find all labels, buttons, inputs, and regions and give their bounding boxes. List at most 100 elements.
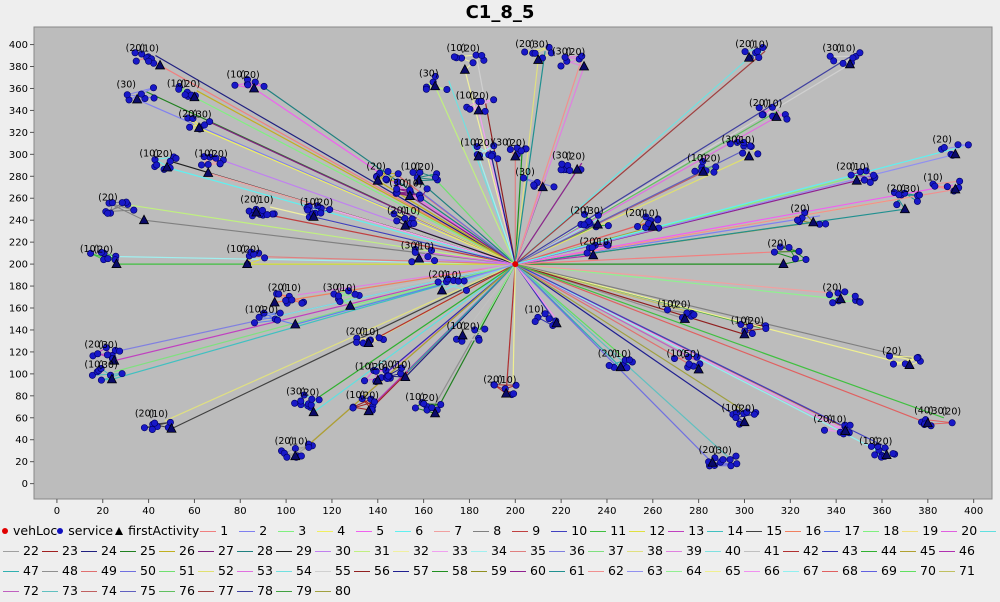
service-point	[860, 176, 868, 184]
service-point	[118, 199, 126, 207]
service-point	[288, 296, 296, 304]
service-point	[250, 250, 258, 258]
service-point	[393, 185, 401, 193]
service-demand-label: (10)	[346, 390, 366, 401]
legend-item-route: 60	[509, 560, 548, 582]
service-demand-label: (30)	[389, 178, 409, 189]
service-demand-label: (10)	[749, 39, 769, 50]
service-point	[166, 418, 174, 426]
first-activity-marker	[588, 249, 599, 260]
service-point	[913, 197, 921, 205]
service-point	[123, 91, 131, 99]
route-line	[407, 263, 516, 373]
line-icon	[743, 565, 761, 577]
service-point	[663, 306, 671, 314]
service-point	[444, 275, 452, 283]
service-point	[473, 143, 481, 151]
route-line	[515, 263, 945, 419]
legend-item-route: 78	[236, 580, 275, 602]
line-icon	[119, 565, 137, 577]
route-line	[295, 263, 516, 326]
service-point	[943, 183, 951, 191]
line-icon	[665, 545, 683, 557]
legend-label: 65	[725, 563, 741, 578]
route-line	[329, 208, 516, 265]
service-point	[305, 443, 313, 451]
legend-item-route: 57	[392, 560, 431, 582]
first-activity-marker	[241, 258, 253, 268]
service-point	[231, 81, 239, 89]
service-demand-label: (10)	[355, 361, 375, 372]
service-demand-label: (20)	[822, 282, 842, 293]
first-activity-marker	[707, 456, 718, 467]
route-line	[514, 57, 750, 265]
service-demand-label: (20)	[428, 269, 448, 280]
line-icon	[901, 525, 919, 537]
service-point	[335, 292, 343, 300]
service-point	[103, 351, 111, 359]
service-point	[847, 171, 855, 179]
service-demand-label: (10)	[300, 197, 320, 208]
y-tick-label: 20	[15, 457, 28, 468]
service-point	[382, 175, 390, 183]
service-point	[791, 255, 799, 263]
legend-item-route: 77	[197, 580, 236, 602]
line-icon	[860, 565, 878, 577]
service-point	[795, 247, 803, 255]
x-tick-label: 40	[142, 506, 155, 517]
legend-label: 29	[296, 543, 312, 558]
y-tick-label: 320	[9, 128, 28, 139]
route-line	[405, 225, 516, 265]
service-point	[566, 167, 574, 175]
service-point	[216, 160, 224, 168]
line-icon	[470, 565, 488, 577]
legend-label: 49	[101, 563, 117, 578]
service-demand-label: (10)	[80, 244, 100, 255]
line-icon	[275, 545, 293, 557]
x-tick-label: 320	[781, 506, 800, 517]
service-demand-label: (30)	[192, 110, 212, 121]
service-point	[261, 254, 269, 262]
service-point	[102, 344, 110, 352]
legend-label: 79	[296, 583, 312, 598]
service-demand-label: (20)	[240, 70, 260, 81]
service-demand-label: (10)	[149, 409, 169, 420]
first-activity-marker	[922, 417, 933, 428]
line-icon	[704, 565, 722, 577]
service-point	[846, 421, 854, 429]
route-line	[171, 263, 516, 430]
service-point	[420, 400, 428, 408]
route-line	[109, 255, 516, 265]
legend-label: 4	[337, 523, 346, 538]
line-icon	[275, 565, 293, 577]
line-icon	[275, 585, 293, 597]
service-point	[475, 336, 483, 344]
first-activity-marker	[345, 299, 356, 310]
legend-item-route: 23	[41, 540, 80, 562]
first-activity-marker	[500, 387, 512, 398]
service-point	[750, 410, 758, 418]
service-point	[411, 248, 419, 256]
service-point	[148, 425, 156, 433]
service-point	[691, 167, 699, 175]
first-activity-marker	[743, 150, 755, 161]
line-icon	[158, 565, 176, 577]
x-tick-label: 60	[188, 506, 201, 517]
first-activity-marker	[693, 363, 704, 374]
route-line	[514, 263, 628, 362]
service-point	[826, 291, 834, 299]
service-point	[754, 150, 762, 158]
line-icon	[743, 545, 761, 557]
x-tick-label: 380	[918, 506, 937, 517]
route-line	[430, 252, 516, 265]
route-line	[375, 263, 516, 340]
service-point	[785, 243, 793, 251]
legend-item-route: 46	[938, 540, 977, 562]
service-point	[394, 170, 402, 178]
service-point	[605, 362, 613, 370]
line-icon	[236, 585, 254, 597]
legend-item-route: 61	[548, 560, 587, 582]
service-demand-label: (20)	[240, 195, 260, 206]
route-line	[143, 219, 516, 265]
service-point	[580, 210, 588, 218]
